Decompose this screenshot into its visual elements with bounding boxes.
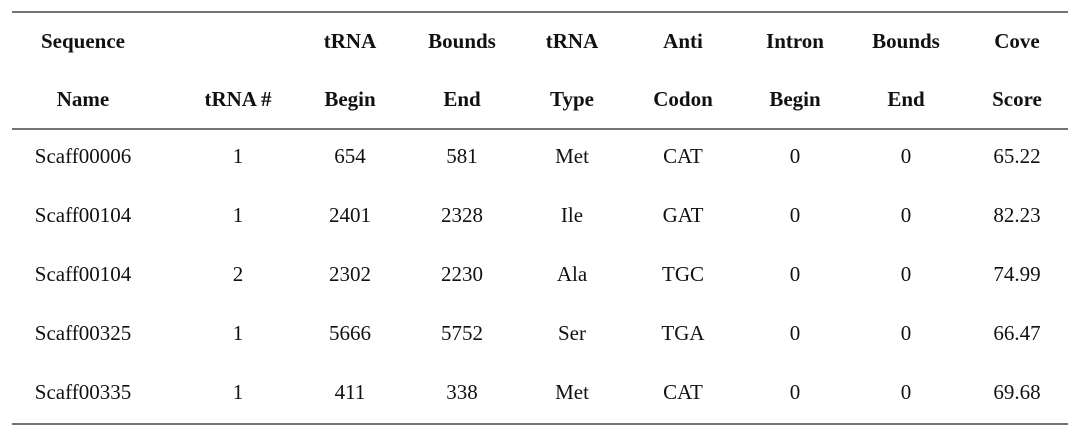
cell: Scaff00006 (35, 144, 131, 168)
header-cell: tRNA # (204, 87, 272, 111)
cell: Ile (561, 203, 583, 227)
header-cell: Name (57, 87, 109, 111)
cell: GAT (663, 203, 704, 227)
cell: 2401 (329, 203, 371, 227)
header-cell: Score (992, 87, 1042, 111)
cell: 5752 (441, 321, 483, 345)
cell: 74.99 (993, 262, 1040, 286)
cell: CAT (663, 144, 703, 168)
cell: 0 (790, 321, 801, 345)
cell: 0 (790, 144, 801, 168)
header-cell: Begin (769, 87, 821, 111)
cell: TGC (662, 262, 704, 286)
cell: Scaff00104 (35, 262, 132, 286)
header-cell: Begin (324, 87, 376, 111)
header-cell: Type (550, 87, 594, 111)
cell: 654 (334, 144, 366, 168)
cell: 2302 (329, 262, 371, 286)
cell: 69.68 (993, 380, 1040, 404)
header-cell: Sequence (41, 29, 125, 53)
cell: 0 (901, 380, 912, 404)
cell: 0 (790, 262, 801, 286)
cell: 0 (901, 203, 912, 227)
cell: 411 (335, 380, 366, 404)
header-cell: Bounds (872, 29, 940, 53)
cell: Met (555, 144, 589, 168)
cell: Scaff00325 (35, 321, 131, 345)
header-cell: tRNA (324, 29, 377, 53)
header-cell: End (443, 87, 481, 111)
cell: 0 (901, 321, 912, 345)
cell: 581 (446, 144, 478, 168)
cell: 1 (233, 203, 244, 227)
cell: 338 (446, 380, 478, 404)
header-cell: Bounds (428, 29, 496, 53)
cell: 0 (901, 144, 912, 168)
header-cell: tRNA (546, 29, 599, 53)
header-cell: Cove (994, 29, 1040, 53)
cell: 1 (233, 380, 244, 404)
cell: 65.22 (993, 144, 1040, 168)
cell: 0 (790, 203, 801, 227)
cell: 0 (901, 262, 912, 286)
cell: 66.47 (993, 321, 1040, 345)
cell: 2 (233, 262, 244, 286)
cell: CAT (663, 380, 703, 404)
header-cell: Anti (663, 29, 703, 53)
cell: Scaff00335 (35, 380, 131, 404)
cell: Ala (557, 262, 588, 286)
cell: Met (555, 380, 589, 404)
cell: Scaff00104 (35, 203, 132, 227)
cell: 2328 (441, 203, 483, 227)
cell: TGA (661, 321, 705, 345)
cell: Ser (558, 321, 586, 345)
cell: 82.23 (993, 203, 1040, 227)
header-cell: Intron (766, 29, 824, 53)
cell: 1 (233, 321, 244, 345)
cell: 0 (790, 380, 801, 404)
cell: 2230 (441, 262, 483, 286)
cell: 5666 (329, 321, 371, 345)
cell: 1 (233, 144, 244, 168)
header-cell: Codon (653, 87, 713, 111)
header-cell: End (887, 87, 925, 111)
